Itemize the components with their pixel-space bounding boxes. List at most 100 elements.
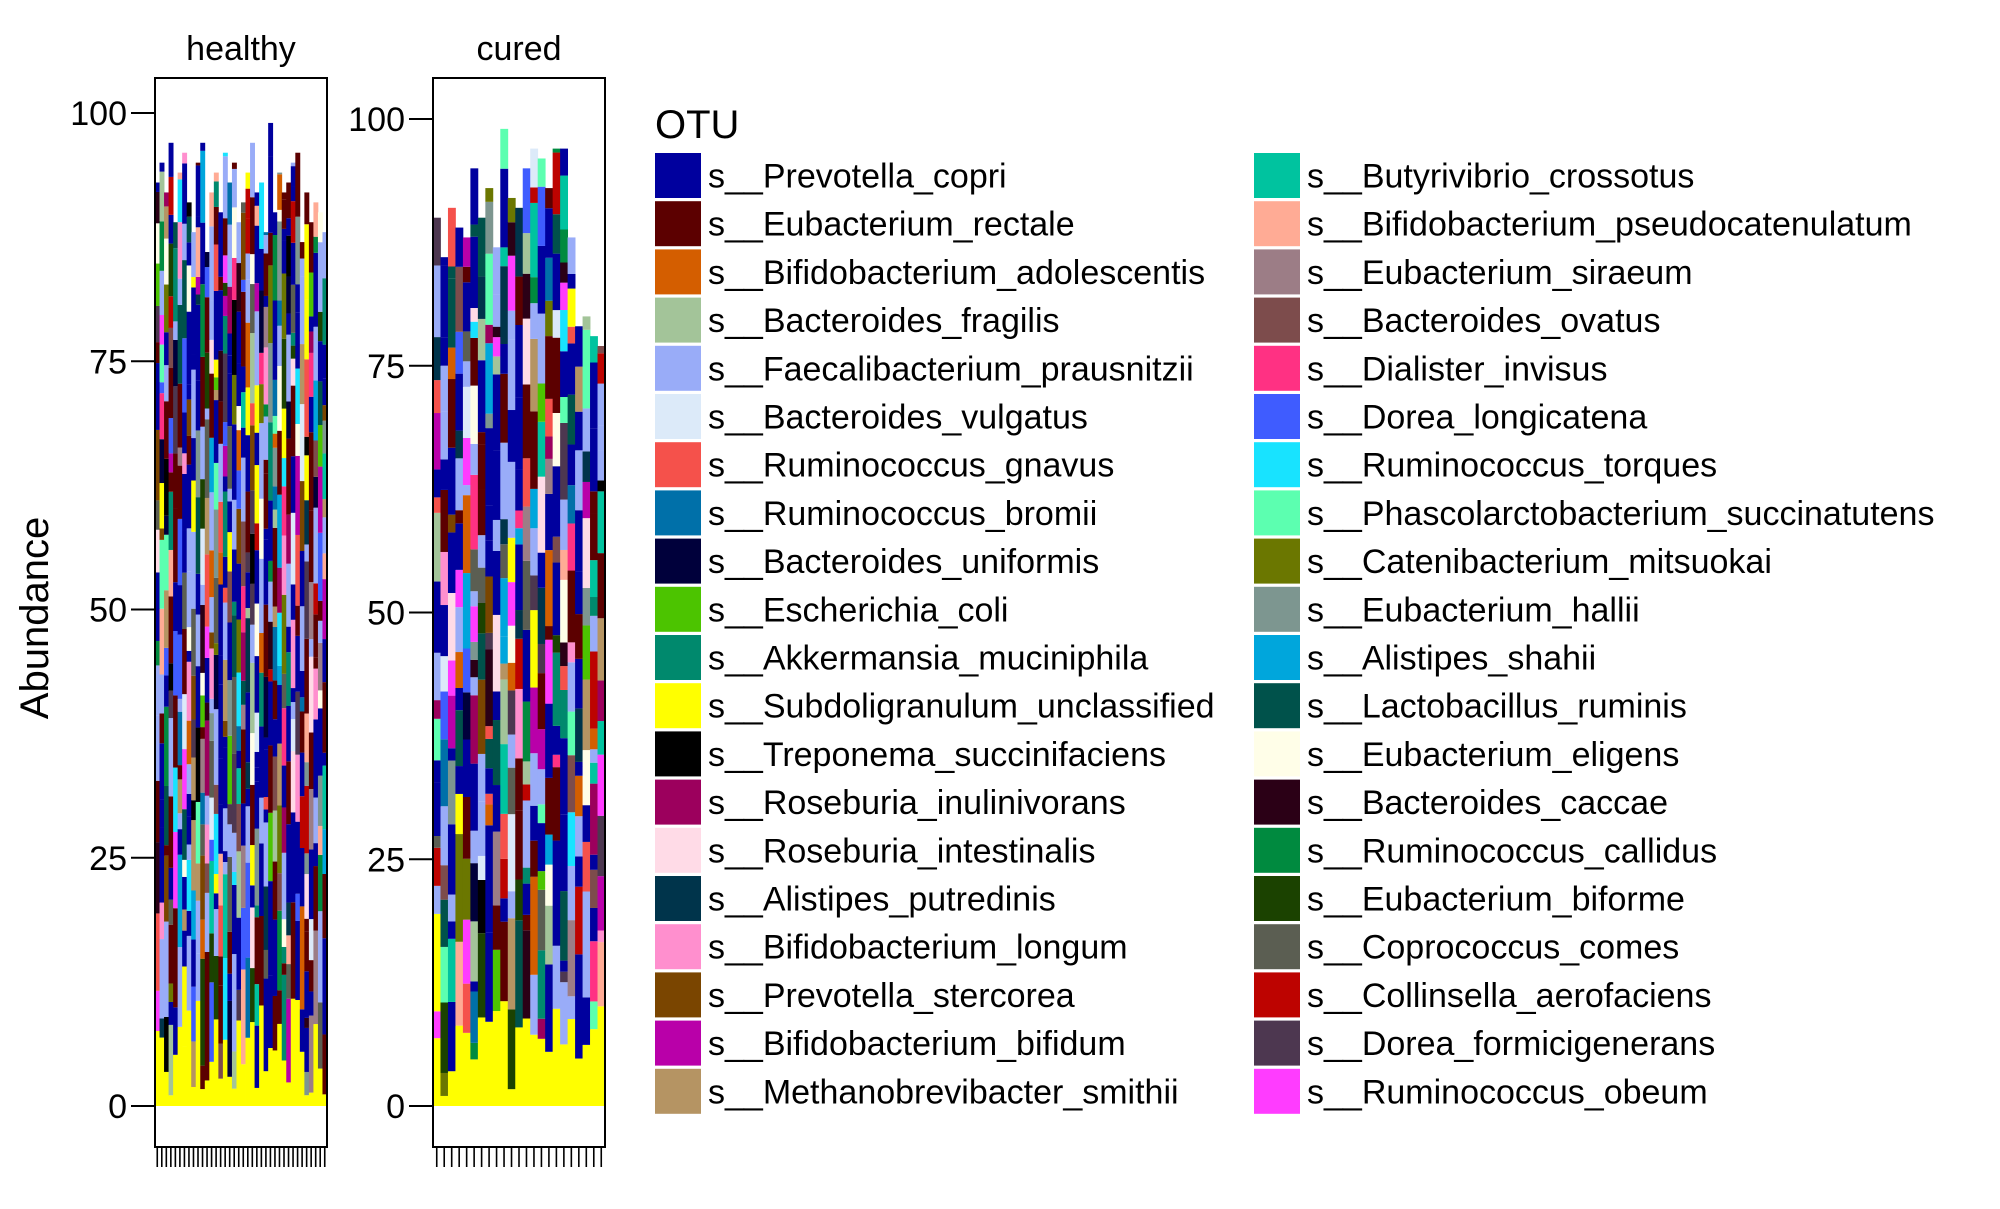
bar-segment	[317, 911, 323, 1003]
bar-segment	[530, 187, 539, 203]
bar-segment	[433, 217, 441, 266]
bar-segment	[455, 569, 464, 608]
bar-segment	[231, 257, 237, 300]
bar-segment	[322, 579, 328, 640]
bar-segment	[204, 252, 210, 268]
y-axis-label: Abundance	[13, 517, 57, 719]
bar-segment	[277, 300, 283, 326]
bar-segment	[263, 253, 269, 296]
bar-segment	[597, 491, 606, 554]
bar-segment	[218, 1043, 224, 1079]
bar-segment	[447, 695, 456, 749]
bar-segment	[433, 836, 441, 848]
bar-segment	[575, 1058, 583, 1106]
bar-segment	[575, 775, 583, 817]
bar-segment	[500, 744, 509, 814]
bar-segment	[590, 749, 598, 763]
bar-segment	[218, 584, 224, 656]
bar-segment	[241, 279, 246, 292]
bar-segment	[477, 753, 486, 802]
bar-segment	[530, 411, 539, 489]
bar-segment	[182, 572, 188, 629]
bar-segment	[447, 748, 456, 761]
bar-segment	[182, 260, 188, 339]
bar-segment	[268, 265, 274, 344]
bar-segment	[507, 734, 516, 768]
bar-segment	[308, 960, 314, 992]
facet-healthy: healthy 0 25 50 75 100	[70, 30, 328, 1167]
bar-segment	[222, 958, 228, 1040]
bar-segment	[597, 553, 606, 619]
panel-frame	[154, 77, 328, 1148]
bar-stack	[515, 207, 524, 1106]
bar-segment	[507, 537, 516, 583]
bar-segment	[272, 527, 278, 607]
bar-segment	[268, 621, 274, 670]
bar-segment	[182, 930, 188, 967]
bar-segment	[182, 909, 188, 931]
bar-segment	[281, 946, 287, 964]
bar-segment	[272, 719, 278, 757]
bar-segment	[440, 946, 449, 1003]
bar-segment	[159, 393, 165, 440]
bar-segment	[173, 321, 179, 340]
bar-segment	[304, 1017, 310, 1028]
facets: healthy 0 25 50 75 100 cured 0 25 50 75 100	[70, 30, 606, 1167]
bar-segment	[186, 720, 192, 765]
bar-segment	[272, 509, 278, 528]
bar-segment	[322, 278, 328, 345]
bar-segment	[492, 519, 501, 551]
bar-segment	[530, 488, 539, 529]
legend-item: s__Eubacterium_rectale	[655, 201, 1075, 247]
bar-segment	[213, 784, 219, 814]
legend-item: s__Eubacterium_biforme	[1254, 876, 1685, 921]
bar-segment	[182, 809, 188, 860]
bar-stack	[173, 222, 179, 1106]
bar-segment	[250, 583, 255, 625]
bar-segment	[254, 192, 260, 206]
bar-segment	[186, 844, 192, 860]
bar-segment	[500, 858, 509, 899]
bar-segment	[168, 549, 174, 597]
bar-segment	[507, 339, 516, 411]
bar-segment	[272, 486, 278, 510]
bar-segment	[522, 273, 531, 319]
bar-segment	[317, 690, 323, 709]
bar-stack	[236, 222, 242, 1106]
bar-segment	[515, 544, 524, 611]
bar-segment	[447, 824, 456, 895]
bar-segment	[462, 331, 471, 362]
bar-segment	[182, 749, 188, 810]
bar-segment	[200, 150, 206, 223]
bar-segment	[218, 804, 224, 854]
bar-segment	[213, 462, 219, 510]
bar-segment	[277, 172, 283, 175]
bar-segment	[191, 820, 197, 891]
bar-segment	[277, 1023, 283, 1106]
bar-segment	[590, 762, 598, 784]
bar-segment	[440, 739, 449, 807]
bar-segment	[322, 829, 328, 874]
legend-swatch	[1254, 972, 1300, 1018]
bar-segment	[590, 869, 598, 908]
bar-segment	[177, 383, 183, 448]
bar-segment	[295, 312, 301, 369]
bar-segment	[227, 373, 233, 427]
bar-segment	[227, 571, 233, 623]
bar-segment	[500, 168, 509, 248]
legend-label: s__Bacteroides_vulgatus	[708, 399, 1088, 437]
bar-segment	[590, 597, 598, 616]
bar-segment	[191, 276, 197, 288]
bar-segment	[168, 690, 174, 719]
bar-segment	[250, 180, 255, 198]
bar-segment	[597, 618, 606, 681]
legend-item: s__Dorea_formicigenerans	[1254, 1020, 1715, 1066]
bar-segment	[231, 374, 237, 425]
bar-segment	[204, 352, 210, 409]
bar-segment	[164, 238, 169, 285]
facet-cured: cured 0 25 50 75 100	[348, 30, 606, 1167]
bar-segment	[537, 552, 546, 588]
bar-segment	[186, 399, 192, 436]
bar-stack	[213, 172, 219, 1106]
bar-segment	[182, 1046, 188, 1106]
